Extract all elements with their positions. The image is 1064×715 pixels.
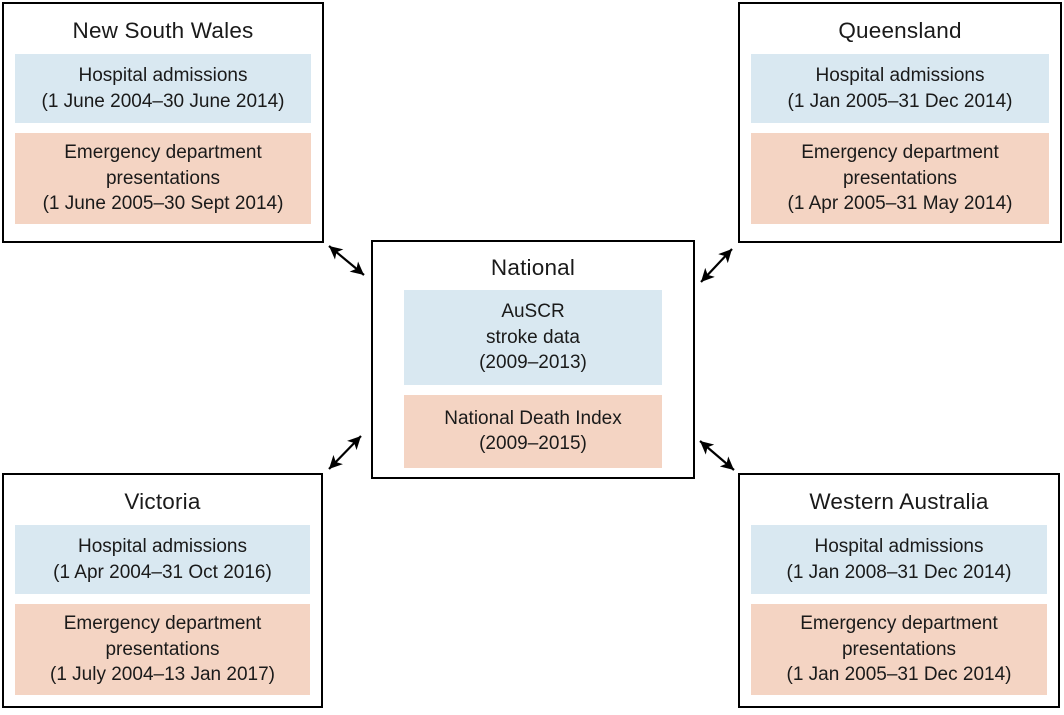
double-arrow-icon-qld-national: [700, 248, 733, 283]
emergency-presentations-band: Emergency department presentations (1 Ja…: [751, 604, 1047, 695]
hospital-admissions-band: Hospital admissions (1 Apr 2004–31 Oct 2…: [15, 525, 310, 594]
band-line: (1 Apr 2004–31 Oct 2016): [53, 561, 272, 583]
band-line: (1 Apr 2005–31 May 2014): [787, 193, 1013, 214]
hospital-admissions-band: Hospital admissions (1 Jan 2005–31 Dec 2…: [751, 54, 1049, 123]
box-title-queensland: Queensland: [838, 18, 962, 43]
box-title-new-south-wales: New South Wales: [72, 18, 254, 43]
band-line: (1 June 2004–30 June 2014): [41, 90, 285, 112]
band-line: AuSCR: [501, 301, 565, 322]
double-arrow-icon-wa-national: [699, 440, 735, 471]
hospital-admissions-band: Hospital admissions (1 June 2004–30 June…: [15, 54, 311, 123]
band-line: stroke data: [486, 326, 580, 348]
band-line: Emergency department: [64, 142, 262, 163]
band-line: presentations: [841, 638, 957, 660]
band-line: Emergency department: [800, 613, 998, 634]
band-line: (1 July 2004–13 Jan 2017): [50, 664, 275, 685]
box-new-south-wales: New South Wales Hospital admissions (1 J…: [2, 2, 324, 243]
national-death-index-band: National Death Index (2009–2015): [404, 394, 662, 468]
double-arrow-icon-vic-national: [328, 435, 362, 470]
band-line: presentations: [842, 167, 958, 189]
band-line: Hospital admissions: [814, 536, 984, 557]
box-western-australia: Western Australia Hospital admissions (1…: [738, 473, 1060, 708]
box-title-victoria: Victoria: [124, 489, 201, 514]
band-line: Hospital admissions: [815, 65, 985, 86]
band-line: (1 June 2005–30 Sept 2014): [42, 193, 284, 214]
emergency-presentations-band: Emergency department presentations (1 Ap…: [751, 133, 1049, 224]
band-line: Hospital admissions: [78, 65, 248, 86]
emergency-presentations-band: Emergency department presentations (1 Ju…: [15, 133, 311, 224]
band-line: Emergency department: [801, 142, 999, 163]
hospital-admissions-band: Hospital admissions (1 Jan 2008–31 Dec 2…: [751, 525, 1047, 594]
band-line: (2009–2015): [479, 433, 587, 454]
band-line: (1 Jan 2005–31 Dec 2014): [787, 90, 1013, 112]
band-line: presentations: [105, 167, 221, 189]
box-title-national: National: [490, 255, 576, 280]
auscr-stroke-data-band: AuSCR stroke data (2009–2013): [404, 290, 662, 385]
band-line: (2009–2013): [479, 352, 587, 373]
band-line: (1 Jan 2005–31 Dec 2014): [786, 664, 1012, 685]
double-arrow-icon-nsw-national: [328, 245, 365, 276]
band-line: (1 Jan 2008–31 Dec 2014): [786, 561, 1012, 583]
box-title-western-australia: Western Australia: [809, 489, 989, 514]
box-national: National AuSCR stroke data (2009–2013) N…: [371, 240, 695, 479]
band-line: Emergency department: [63, 613, 262, 634]
band-line: presentations: [105, 638, 220, 660]
box-queensland: Queensland Hospital admissions (1 Jan 20…: [738, 2, 1062, 243]
band-line: Hospital admissions: [78, 536, 247, 557]
emergency-presentations-band: Emergency department presentations (1 Ju…: [15, 604, 310, 695]
band-line: National Death Index: [444, 407, 622, 429]
box-victoria: Victoria Hospital admissions (1 Apr 2004…: [2, 473, 323, 708]
